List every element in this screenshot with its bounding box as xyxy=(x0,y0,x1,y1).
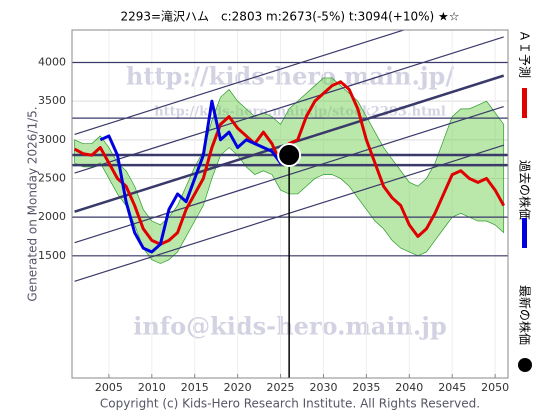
trend-line xyxy=(74,36,504,174)
chart-title: 2293=滝沢ハム c:2803 m:2673(-5%) t:3094(+10%… xyxy=(120,10,459,24)
y-tick-label: 3500 xyxy=(38,94,66,107)
series-line xyxy=(99,99,291,254)
y-tick-label: 4000 xyxy=(38,55,66,68)
plot-area xyxy=(72,30,508,378)
copyright: Copyright (c) Kids-Hero Research Institu… xyxy=(100,397,480,411)
generated-note: Generated on Monday 2026/1/5. xyxy=(26,106,40,301)
latest-marker xyxy=(277,143,302,168)
legend-swatch xyxy=(522,88,527,118)
x-tick-label: 2035 xyxy=(352,381,380,394)
x-tick-label: 2020 xyxy=(224,381,252,394)
x-tick-label: 2045 xyxy=(438,381,466,394)
x-tick-label: 2010 xyxy=(138,381,166,394)
watermark: info@kids-hero.main.jp xyxy=(133,312,447,341)
watermark: http://kids-hero.main.jp/stock2293.html xyxy=(154,105,446,120)
x-tick-label: 2005 xyxy=(95,381,123,394)
legend-label: 最新の株価 xyxy=(518,285,533,345)
plot-border xyxy=(71,29,509,379)
y-tick-label: 1500 xyxy=(38,249,66,262)
y-tick-label: 2500 xyxy=(38,171,66,184)
x-tick-label: 2040 xyxy=(395,381,423,394)
y-tick-label: 2000 xyxy=(38,210,66,223)
x-tick-label: 2015 xyxy=(181,381,209,394)
plot-layer: http://kids-hero.main.jp/http://kids-her… xyxy=(72,30,508,378)
legend-label: ＡＩ予測 xyxy=(518,30,532,78)
x-tick-label: 2050 xyxy=(481,381,509,394)
legend-label: 過去の株価 xyxy=(518,160,533,220)
legend-swatch xyxy=(518,358,532,372)
y-tick-label: 3000 xyxy=(38,133,66,146)
x-tick-label: 2025 xyxy=(267,381,295,394)
trend-line xyxy=(74,30,406,135)
x-tick-label: 2030 xyxy=(309,381,337,394)
legend-swatch xyxy=(522,218,527,248)
